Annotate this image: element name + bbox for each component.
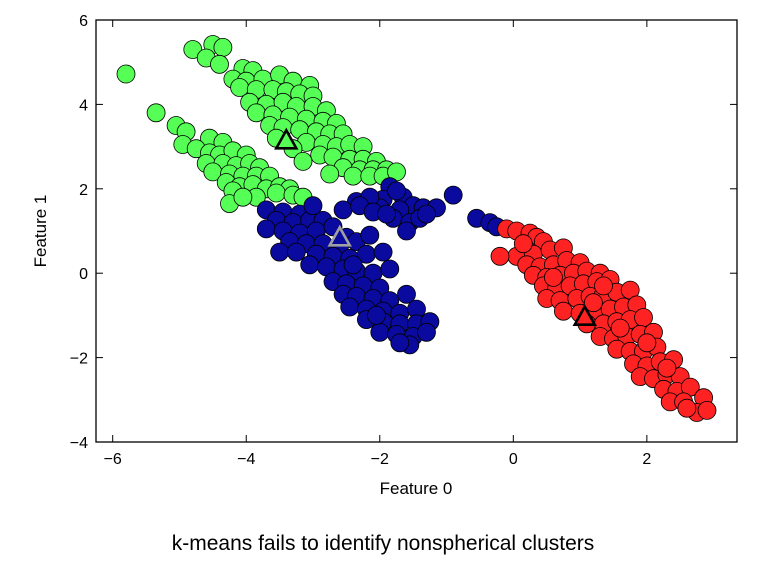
cluster-1-point [343, 255, 363, 275]
cluster-2-point [584, 293, 603, 313]
cluster-1-point [333, 200, 353, 220]
x-tick-label: 0 [509, 451, 518, 468]
y-tick-label: 4 [79, 97, 88, 114]
x-axis-label: Feature 0 [380, 479, 453, 498]
cluster-0-point [210, 54, 229, 74]
ticks-layer: −6 −4 −2 0 2 −4 −2 0 2 4 6 [70, 13, 737, 468]
cluster-center-marker [274, 127, 299, 150]
cluster-1-point [366, 305, 386, 325]
cluster-1-point [256, 219, 276, 239]
cluster-0-point [343, 166, 363, 186]
cluster-2-point [677, 398, 697, 418]
cluster-2-point [594, 276, 613, 296]
cluster-1-point [300, 255, 320, 275]
cluster-1-point [443, 185, 463, 205]
cluster-1-point [380, 259, 400, 279]
points-layer [116, 35, 717, 422]
cluster-2-point [490, 246, 510, 266]
cluster-0-point [116, 64, 136, 84]
figure-caption: k-means fails to identify nonspherical c… [171, 532, 595, 555]
cluster-center-marker [327, 224, 352, 247]
y-tick-label: 2 [79, 182, 88, 199]
cluster-0-point [233, 187, 253, 207]
cluster-2-point [544, 267, 563, 287]
x-tick-label: 2 [642, 451, 651, 468]
cluster-1-point [417, 204, 436, 224]
cluster-1-point [286, 242, 306, 262]
cluster-1-point [417, 322, 436, 342]
cluster-0-point [266, 183, 286, 203]
plot-frame [95, 19, 738, 443]
y-tick-label: −4 [70, 435, 88, 452]
y-tick-label: 6 [79, 13, 88, 30]
cluster-1-point [397, 221, 416, 241]
cluster-2-point [637, 333, 657, 353]
cluster-0-point [213, 38, 233, 57]
cluster-1-point [377, 204, 396, 224]
scatter-chart: −6 −4 −2 0 2 −4 −2 0 2 4 6 Feature 0 Feature 1 [31, 13, 738, 498]
cluster-1-point [303, 196, 323, 216]
cluster-1-point [370, 322, 390, 342]
cluster-1-point [340, 297, 360, 317]
cluster-0-point [246, 103, 266, 123]
cluster-0-point [320, 164, 340, 184]
cluster-1-point [270, 242, 290, 262]
cluster-0-point [183, 40, 203, 59]
cluster-center-marker [572, 303, 597, 326]
cluster-1-point [387, 181, 406, 201]
cluster-2-point [657, 358, 677, 378]
cluster-1-point [390, 333, 410, 353]
y-tick-label: 0 [79, 266, 88, 283]
cluster-1-point [373, 242, 393, 262]
cluster-0-point [293, 151, 313, 171]
x-tick-label: −2 [371, 451, 389, 468]
cluster-2-point [697, 400, 717, 420]
y-tick-label: −2 [70, 351, 88, 368]
y-axis-label: Feature 1 [31, 195, 50, 268]
x-tick-label: −4 [237, 451, 255, 468]
cluster-2-point [513, 234, 533, 254]
x-tick-label: −6 [104, 451, 122, 468]
cluster-1-point [360, 225, 380, 245]
cluster-2-point [554, 301, 573, 321]
cluster-2-point [610, 318, 630, 338]
cluster-0-point [146, 103, 166, 123]
cluster-1-point [397, 284, 416, 304]
centers-layer [274, 127, 597, 326]
